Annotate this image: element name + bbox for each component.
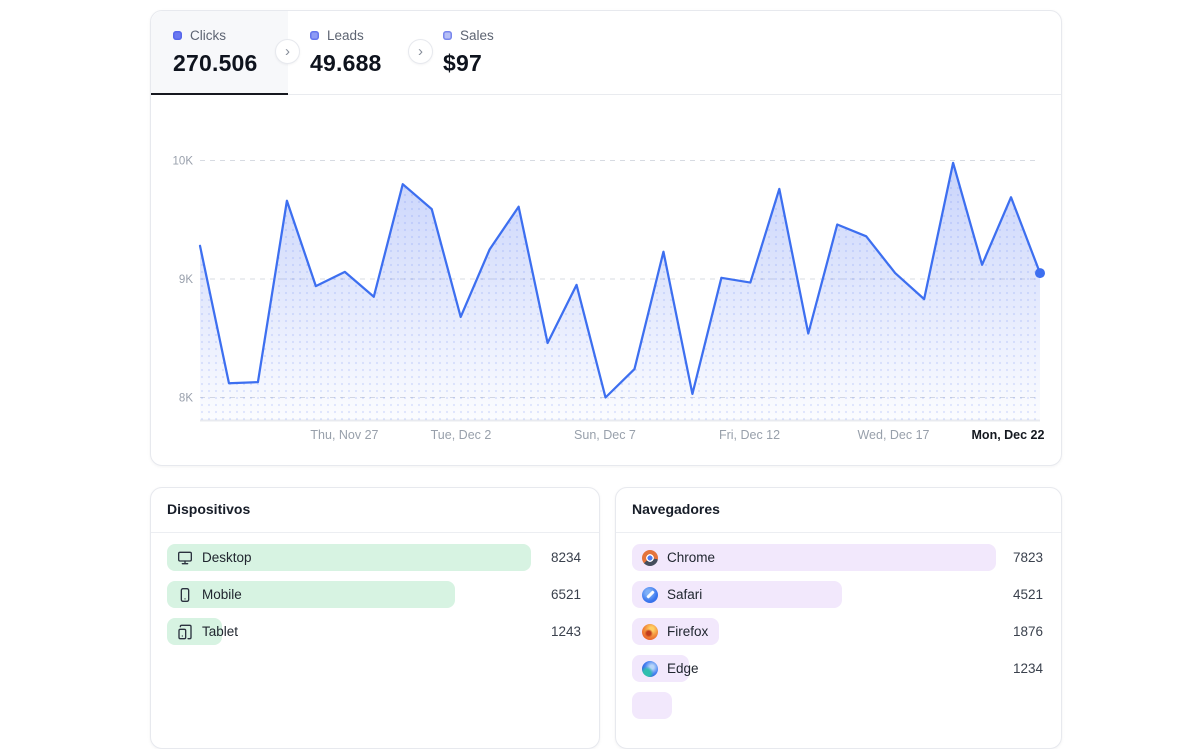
x-axis-label: Thu, Nov 27 (310, 428, 379, 442)
bar-fill (632, 544, 996, 571)
x-axis-label: Fri, Dec 12 (718, 428, 781, 442)
tab-sales-label: Sales (460, 28, 494, 43)
tablet-icon (177, 624, 193, 640)
row-label: Tablet (202, 624, 239, 639)
row-label: Firefox (667, 624, 709, 639)
bottom-cards-row: Dispositivos Desktop 8234 Mobile 6521 Ta… (150, 487, 1062, 749)
browsers-rows: Chrome 7823 Safari 4521 Firefox 1876 Edg… (616, 533, 1061, 719)
bar-fill (167, 544, 531, 571)
y-axis-label: 9K (179, 274, 193, 286)
bar-fill (167, 581, 455, 608)
browsers-card-title: Navegadores (632, 501, 720, 517)
series-line (198, 161, 1042, 399)
row-value: 7823 (1012, 550, 1043, 565)
edge-icon (642, 660, 658, 677)
safari-icon (642, 586, 658, 603)
bar-row-safari[interactable]: Safari 4521 (632, 581, 1045, 608)
y-axis-label: 8K (179, 393, 193, 405)
row-value: 6521 (550, 587, 581, 602)
chart-canvas: 8K 9K 10K (173, 156, 1045, 422)
row-label: Safari (667, 587, 703, 602)
bar-fill (632, 655, 689, 682)
clicks-line-chart[interactable]: 8K 9K 10K Thu, Nov 27 Tue, Dec 2 Sun, Dec 7 F… (151, 95, 1061, 466)
row-label: Chrome (667, 550, 716, 565)
tab-clicks[interactable]: Clicks 270.506 (151, 11, 288, 95)
tab-sales[interactable]: Sales $97 (421, 11, 554, 94)
bar-fill (632, 692, 672, 719)
tab-leads[interactable]: Leads 49.688 (288, 11, 421, 94)
row-label: Mobile (202, 587, 242, 602)
row-value: 1234 (1012, 661, 1043, 676)
chrome-icon (642, 549, 658, 566)
x-axis-label: Mon, Dec 22 (971, 428, 1045, 442)
sales-dot-icon (443, 31, 452, 40)
tab-sales-value: $97 (443, 50, 482, 76)
row-value: 1876 (1012, 624, 1043, 639)
mobile-icon (177, 587, 193, 603)
bar-row-chrome[interactable]: Chrome 7823 (632, 544, 1045, 571)
browsers-card-header: Navegadores (616, 488, 1061, 533)
tab-leads-label: Leads (327, 28, 364, 43)
bar-fill (632, 581, 842, 608)
row-value: 4521 (1012, 587, 1043, 602)
leads-dot-icon (310, 31, 319, 40)
firefox-icon (642, 623, 658, 640)
clicks-dot-icon (173, 31, 182, 40)
metric-tabs: Clicks 270.506 Leads 49.688 Sales $97 › … (151, 11, 1061, 95)
chevron-right-icon[interactable]: › (408, 39, 433, 64)
analytics-card: Clicks 270.506 Leads 49.688 Sales $97 › … (150, 10, 1062, 466)
bar-row-partial[interactable] (632, 692, 1045, 719)
chevron-right-icon[interactable]: › (275, 39, 300, 64)
y-axis-label: 10K (173, 156, 194, 168)
x-axis-label: Sun, Dec 7 (574, 428, 636, 442)
tab-leads-value: 49.688 (310, 50, 382, 76)
bar-row-mobile[interactable]: Mobile 6521 (167, 581, 583, 608)
x-axis-label: Wed, Dec 17 (857, 428, 930, 442)
row-value: 8234 (550, 550, 581, 565)
bar-row-desktop[interactable]: Desktop 8234 (167, 544, 583, 571)
row-value: 1243 (550, 624, 581, 639)
tab-clicks-value: 270.506 (173, 50, 258, 76)
last-point-marker (1035, 268, 1045, 279)
devices-card-header: Dispositivos (151, 488, 599, 533)
desktop-icon (177, 550, 193, 566)
devices-card-title: Dispositivos (167, 501, 251, 517)
bar-row-tablet[interactable]: Tablet 1243 (167, 618, 583, 645)
bar-row-edge[interactable]: Edge 1234 (632, 655, 1045, 682)
x-axis-label: Tue, Dec 2 (430, 428, 492, 442)
bar-row-firefox[interactable]: Firefox 1876 (632, 618, 1045, 645)
bar-fill (167, 618, 222, 645)
dashboard: Clicks 270.506 Leads 49.688 Sales $97 › … (150, 10, 1062, 749)
tab-clicks-label: Clicks (190, 28, 226, 43)
row-label: Desktop (202, 550, 252, 565)
devices-card: Dispositivos Desktop 8234 Mobile 6521 Ta… (150, 487, 600, 749)
area-dot-decal (200, 162, 1040, 421)
row-label: Edge (667, 661, 699, 676)
devices-rows: Desktop 8234 Mobile 6521 Tablet 1243 (151, 533, 599, 645)
browsers-card: Navegadores Chrome 7823 Safari 4521 Fire… (615, 487, 1062, 749)
